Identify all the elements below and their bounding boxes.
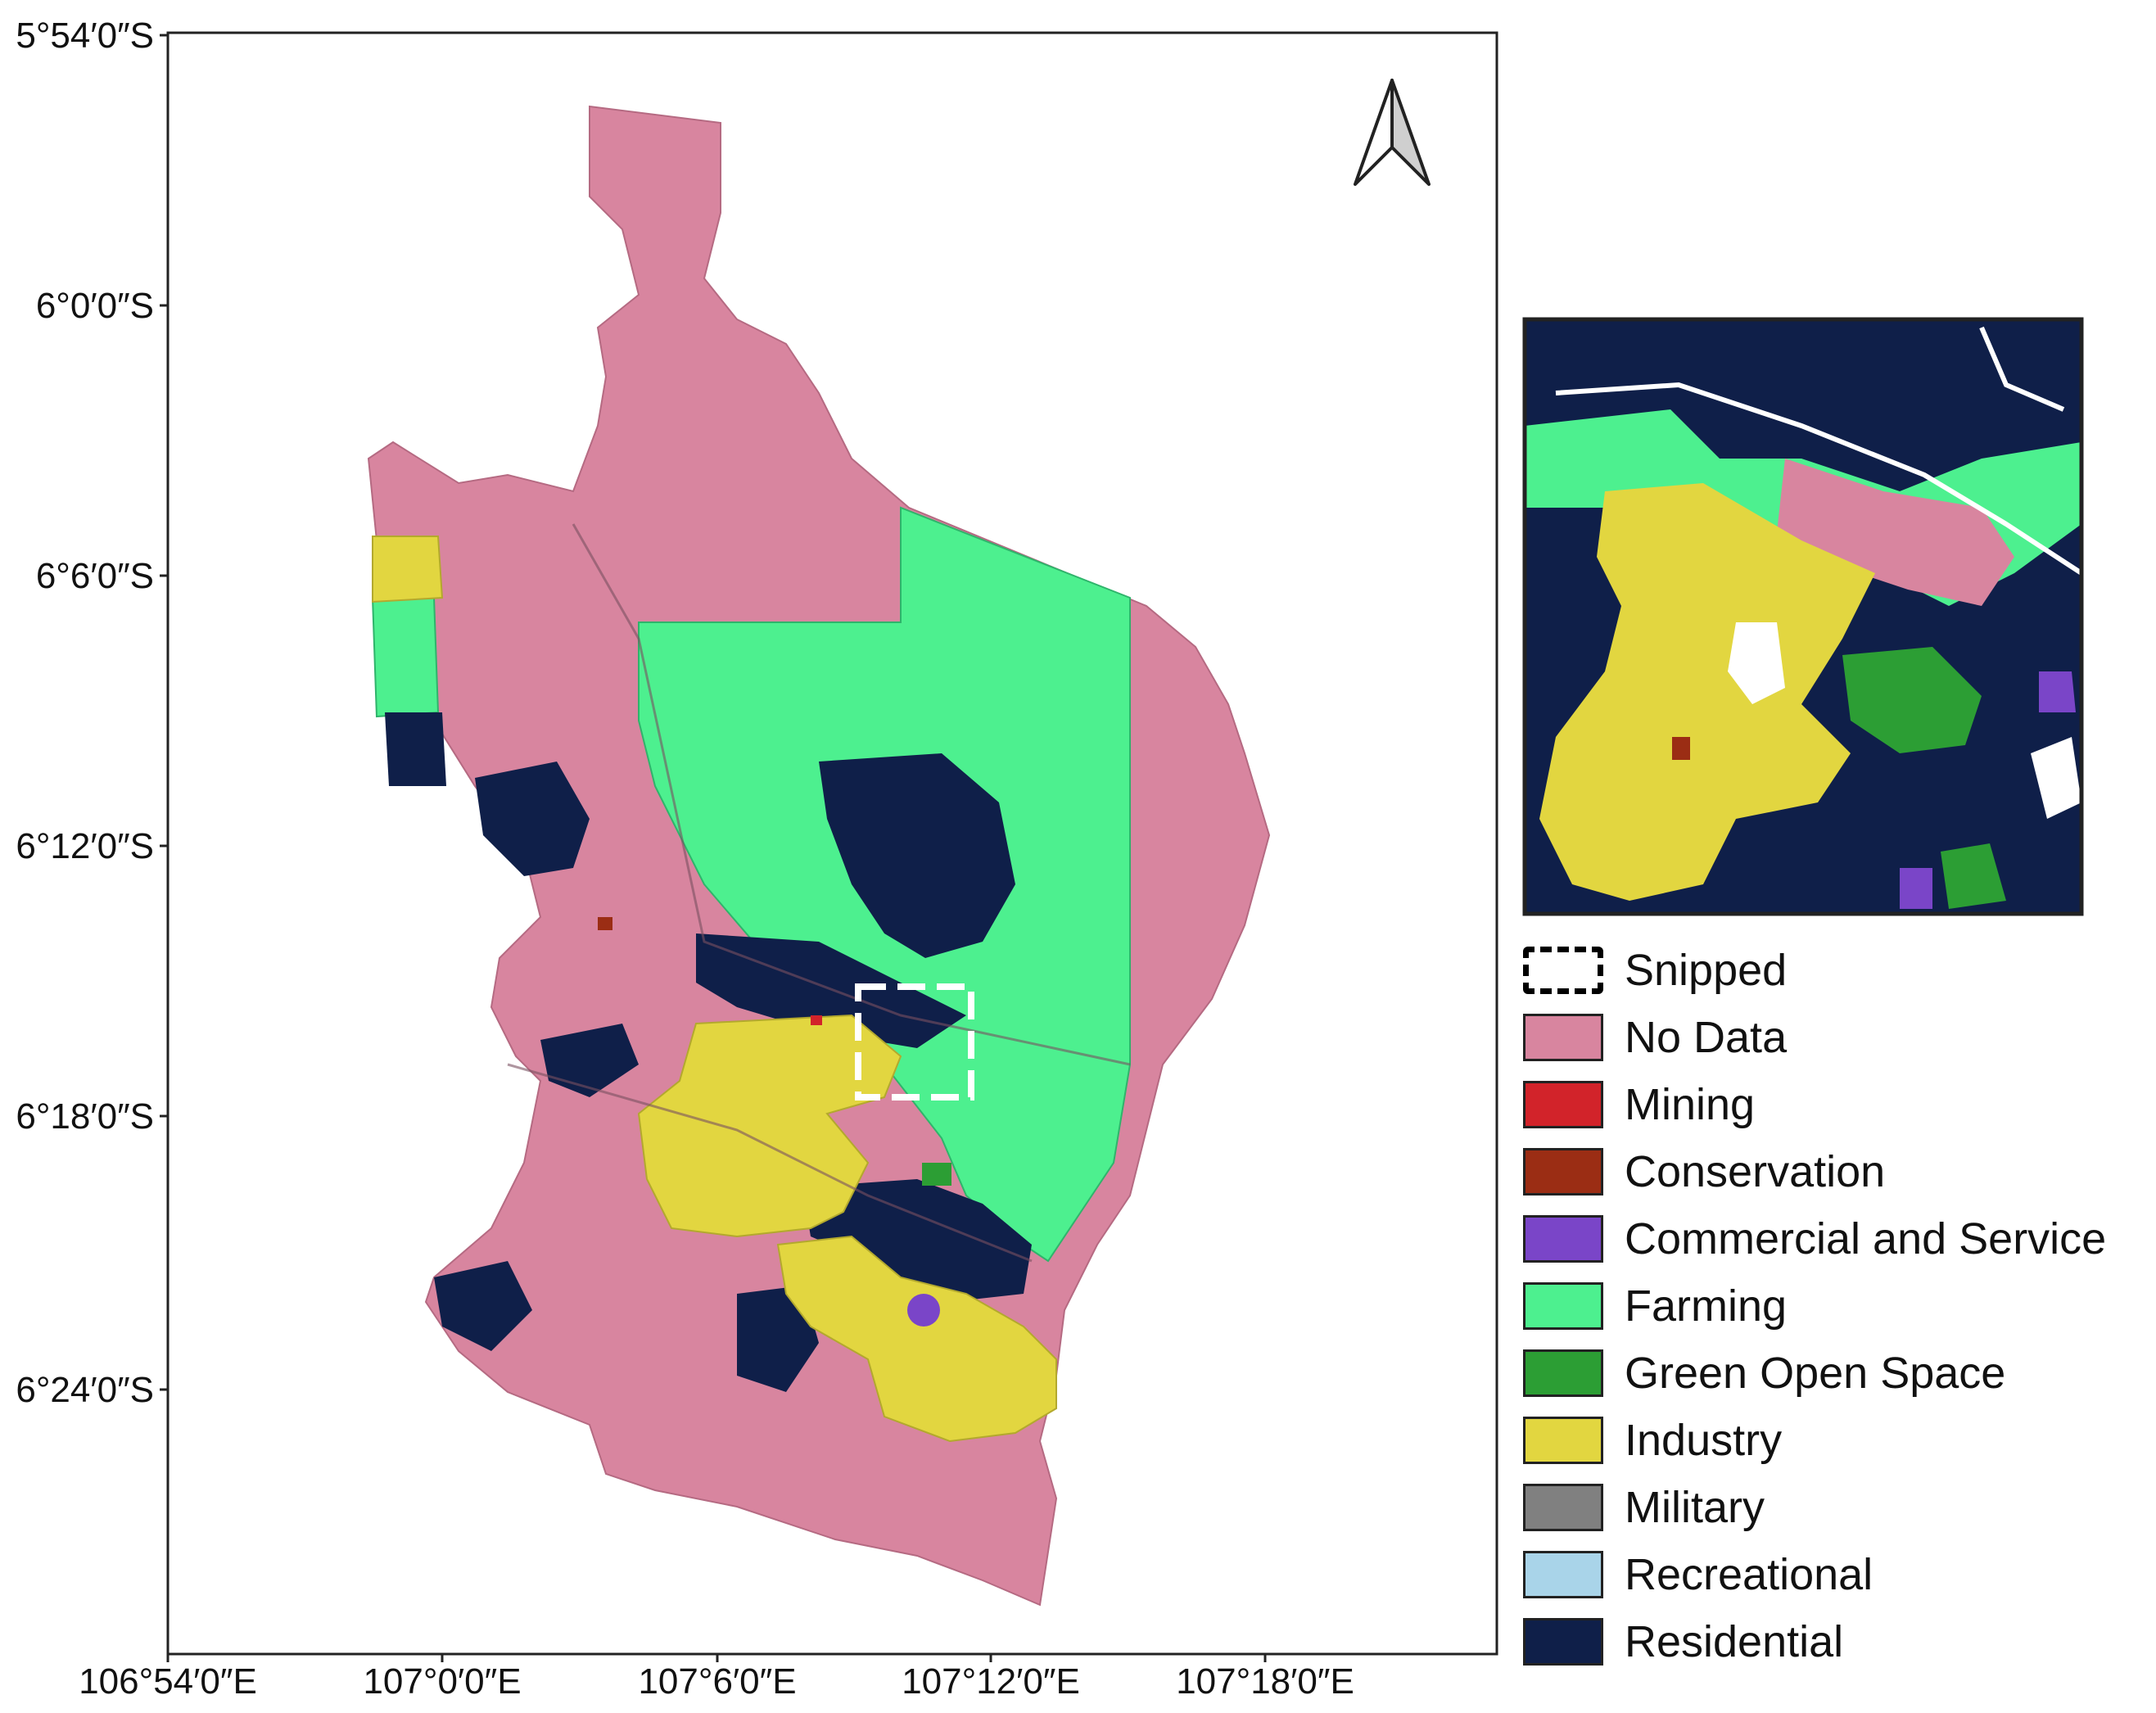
inset-conservation [1672, 737, 1690, 760]
legend-item-residential: Residential [1523, 1613, 1843, 1670]
legend-item-snipped: Snipped [1523, 942, 1787, 999]
region-green-open [922, 1163, 951, 1186]
legend-label: Industry [1625, 1416, 1783, 1465]
region-residential-west2 [385, 712, 446, 786]
inset-road-2 [1979, 326, 2065, 412]
lat-label-0: 5°54′0″S [16, 16, 154, 56]
inset-commercial [2039, 671, 2076, 712]
region-residential-sw [434, 1261, 532, 1351]
lat-label-5: 6°24′0″S [16, 1370, 154, 1410]
region-residential-south [802, 1179, 1032, 1302]
legend-label: Conservation [1625, 1147, 1886, 1196]
road-line [572, 523, 1131, 1066]
snipped-frame-icon [1523, 947, 1603, 994]
legend-item-farming: Farming [1523, 1277, 1787, 1335]
legend-swatch [1523, 1349, 1603, 1397]
legend-swatch [1523, 1484, 1603, 1531]
lat-label-4: 6°18′0″S [16, 1096, 154, 1137]
inset-gap-2 [2031, 737, 2081, 819]
inset-no-data [1777, 459, 2014, 606]
snipped-area-marker [855, 983, 974, 1101]
region-industry-west [372, 536, 444, 603]
legend-item-military: Military [1523, 1479, 1765, 1536]
lat-axis: 5°54′0″S 6°0′0″S 6°6′0″S 6°12′0″S 6°18′0… [16, 16, 168, 1410]
inset-green-open [1842, 647, 1982, 753]
road-line [507, 1063, 1033, 1263]
legend-label: Commercial and Service [1625, 1214, 2107, 1263]
lat-label-3: 6°12′0″S [16, 826, 154, 866]
region-industry-central [637, 1014, 902, 1238]
region-farming-west [371, 597, 440, 718]
legend-item-mining: Mining [1523, 1076, 1755, 1133]
region-residential-band [696, 933, 966, 1048]
region-mining [811, 1015, 822, 1025]
legend-item-commercial: Commercial and Service [1523, 1210, 2106, 1268]
legend-item-industry: Industry [1523, 1412, 1782, 1469]
lat-label-2: 6°6′0″S [36, 556, 154, 596]
legend-item-no-data: No Data [1523, 1009, 1787, 1066]
region-commercial [907, 1294, 940, 1327]
inset-commercial-2 [1900, 868, 1932, 909]
legend-label: Recreational [1625, 1550, 1874, 1599]
region-residential-west [475, 762, 590, 876]
legend-label: Snipped [1625, 946, 1788, 995]
legend-item-green-open-space: Green Open Space [1523, 1345, 2005, 1402]
legend-item-conservation: Conservation [1523, 1143, 1885, 1200]
legend-label: Farming [1625, 1281, 1788, 1331]
legend-swatch [1523, 1081, 1603, 1128]
region-residential-road [540, 1024, 639, 1097]
legend-swatch [1523, 1618, 1603, 1666]
region-conservation [598, 917, 612, 930]
legend-item-recreational: Recreational [1523, 1546, 1873, 1603]
lon-label-1: 107°0′0″E [363, 1661, 521, 1702]
lon-label-3: 107°12′0″E [902, 1661, 1080, 1702]
study-area [367, 105, 1271, 1607]
inset-industry [1539, 483, 1875, 901]
lon-label-2: 107°6′0″E [638, 1661, 796, 1702]
legend-label: Mining [1625, 1080, 1756, 1129]
legend-label: Residential [1625, 1617, 1844, 1666]
legend-swatch [1523, 1551, 1603, 1598]
legend-swatch [1523, 1014, 1603, 1061]
legend-swatch [1523, 1215, 1603, 1263]
inset-green-open-2 [1941, 843, 2006, 909]
region-industry-south [776, 1235, 1057, 1443]
lon-label-4: 107°18′0″E [1176, 1661, 1354, 1702]
lat-label-1: 6°0′0″S [36, 286, 154, 326]
legend-label: Green Open Space [1625, 1349, 2006, 1398]
legend-swatch [1523, 1148, 1603, 1195]
lon-axis: 106°54′0″E 107°0′0″E 107°6′0″E 107°12′0″… [79, 1654, 1354, 1702]
legend-swatch [1523, 1282, 1603, 1330]
inset-road [1555, 382, 2081, 576]
lon-label-0: 106°54′0″E [79, 1661, 257, 1702]
region-residential-s [737, 1286, 819, 1392]
legend-label: No Data [1625, 1013, 1788, 1062]
inset-map [1525, 319, 2081, 914]
legend-label: Military [1625, 1483, 1765, 1532]
region-residential-center [819, 753, 1015, 958]
legend-swatch [1523, 1417, 1603, 1464]
inset-gap [1728, 622, 1785, 704]
inset-frame [1522, 317, 2084, 916]
north-arrow-icon [1354, 79, 1431, 186]
